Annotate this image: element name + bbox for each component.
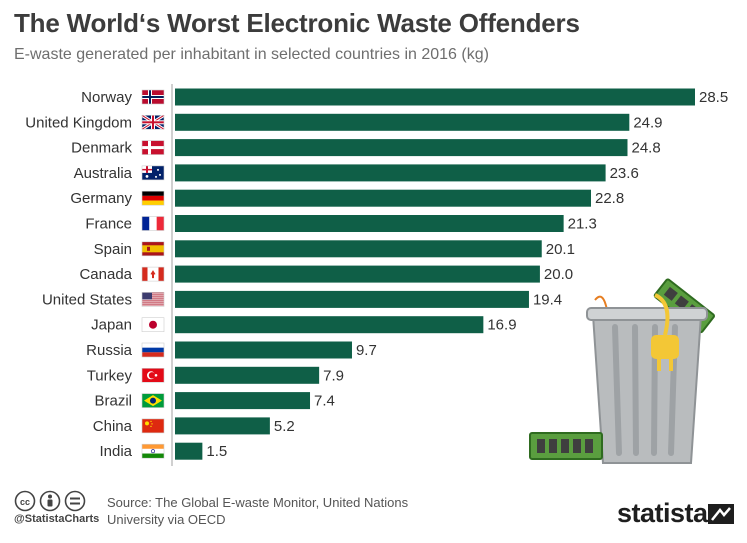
data-label: 21.3	[568, 216, 597, 233]
flag-usa-icon	[141, 292, 165, 307]
bar	[175, 341, 352, 359]
data-label: 16.9	[487, 317, 516, 334]
bar	[175, 265, 540, 283]
data-label: 7.9	[323, 367, 344, 384]
data-label: 7.4	[314, 393, 335, 410]
category-label: United Kingdom	[25, 114, 132, 131]
data-label: 28.5	[699, 89, 728, 106]
data-label: 5.2	[274, 418, 295, 435]
flag-india-icon	[141, 443, 165, 459]
bar	[175, 316, 484, 334]
bar	[175, 417, 270, 435]
flag-spain-icon	[141, 241, 165, 257]
flag-china-icon	[141, 418, 165, 434]
statista-logo-icon	[708, 504, 734, 524]
data-label: 19.4	[533, 291, 562, 308]
license-icons: cc	[14, 490, 94, 517]
data-label: 1.5	[206, 443, 227, 460]
category-label: Canada	[79, 266, 132, 283]
source-line-2: University via OECD	[107, 512, 226, 527]
category-label: Brazil	[94, 393, 132, 410]
data-label: 22.8	[595, 190, 624, 207]
bar	[175, 392, 311, 410]
flag-russia-icon	[141, 342, 165, 358]
flag-canada-icon	[141, 266, 165, 282]
data-label: 24.8	[631, 140, 660, 157]
svg-text:cc: cc	[20, 497, 30, 507]
category-label: China	[93, 418, 133, 435]
flag-australia-icon	[141, 165, 165, 181]
bar	[175, 139, 628, 157]
flag-turkey-icon	[141, 367, 165, 383]
data-label: 23.6	[610, 165, 639, 182]
category-label: Australia	[74, 165, 133, 182]
bar	[175, 164, 606, 182]
data-label: 24.9	[633, 114, 662, 131]
flag-germany-icon	[141, 190, 165, 206]
flag-denmark-icon	[141, 140, 165, 155]
statista-handle: @StatistaCharts	[14, 513, 100, 525]
category-label: Germany	[70, 190, 132, 207]
flag-norway-icon	[141, 89, 165, 105]
category-label: Denmark	[71, 140, 132, 157]
trash-can-icon	[529, 278, 715, 464]
bar	[175, 290, 529, 308]
category-label: Spain	[94, 241, 132, 258]
category-label: Russia	[86, 342, 133, 359]
bar	[175, 240, 542, 258]
flag-france-icon	[141, 216, 165, 231]
data-label: 9.7	[356, 342, 377, 359]
category-label: United States	[42, 291, 132, 308]
category-label: Turkey	[87, 367, 133, 384]
bar	[175, 366, 320, 384]
category-label: France	[85, 216, 132, 233]
bar	[175, 88, 695, 106]
chart-subtitle: E-waste generated per inhabitant in sele…	[14, 46, 489, 63]
category-label: India	[99, 443, 132, 460]
bar	[175, 442, 203, 460]
data-label: 20.0	[544, 266, 573, 283]
bar	[175, 189, 591, 207]
flag-japan-icon	[141, 317, 165, 333]
flag-brazil-icon	[141, 393, 165, 408]
bar	[175, 113, 630, 131]
category-axis-line	[171, 84, 173, 466]
statista-logo-text[interactable]: statista	[617, 498, 708, 528]
data-label: 20.1	[546, 241, 575, 258]
chart-title: The World‘s Worst Electronic Waste Offen…	[14, 8, 580, 38]
category-label: Norway	[81, 89, 132, 106]
source-line-1: Source: The Global E-waste Monitor, Unit…	[107, 495, 409, 510]
category-label: Japan	[91, 317, 132, 334]
flag-uk-icon	[141, 114, 165, 131]
equals-icon	[64, 490, 86, 512]
cc-icon: cc	[14, 490, 36, 512]
source-note: Source: The Global E-waste Monitor, Unit…	[107, 494, 427, 528]
bar	[175, 215, 564, 232]
person-icon	[39, 490, 61, 512]
